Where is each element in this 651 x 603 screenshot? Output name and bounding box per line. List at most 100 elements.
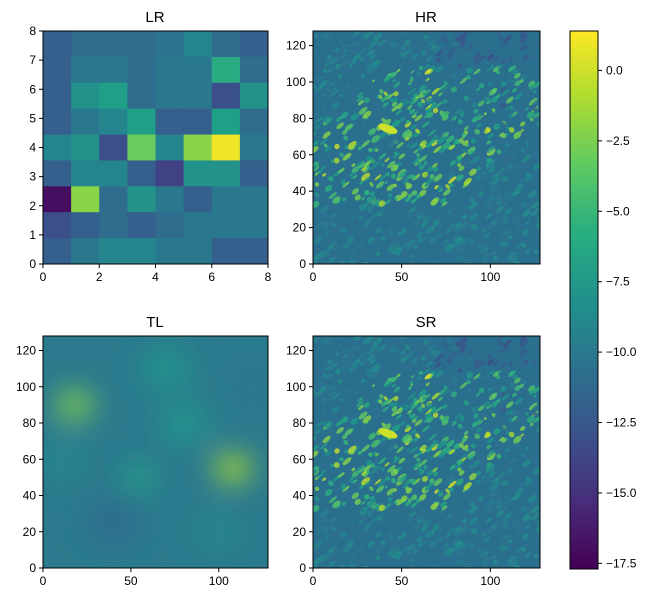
sr-texture-mark — [376, 485, 385, 493]
hr-texture-mark — [458, 63, 463, 68]
sr-texture-mark — [369, 451, 377, 458]
hr-texture-mark — [390, 164, 399, 172]
sr-texture-mark — [452, 545, 460, 552]
sr-texture-mark — [530, 506, 539, 514]
hr-texture-mark — [355, 160, 365, 168]
hr-texture-mark — [392, 31, 401, 36]
hr-texture-mark — [501, 214, 508, 221]
hr-y-tick-label: 120 — [286, 39, 306, 53]
sr-x-tick-label: 100 — [480, 574, 500, 588]
sr-texture-mark — [358, 506, 369, 515]
sr-texture-mark — [380, 339, 385, 343]
sr-texture-mark — [398, 457, 406, 464]
hr-texture-mark — [501, 89, 510, 96]
lr-cell — [127, 160, 157, 187]
sr-texture-mark — [368, 432, 377, 440]
hr-texture-mark — [313, 120, 318, 127]
sr-texture-mark — [508, 382, 515, 389]
hr-texture-mark — [313, 165, 318, 171]
sr-texture-mark — [433, 350, 442, 358]
hr-texture-mark — [525, 107, 529, 111]
hr-texture-mark — [468, 150, 474, 156]
hr-texture-mark — [521, 230, 529, 237]
sr-texture-mark — [427, 556, 432, 561]
hr-texture-mark — [476, 166, 482, 172]
sr-texture-mark — [468, 349, 473, 354]
sr-texture-mark — [332, 406, 339, 413]
lr-x-ticks: 0 2 4 6 8 — [40, 264, 272, 284]
hr-texture-mark — [416, 153, 421, 158]
hr-texture-mark — [393, 91, 399, 97]
hr-texture-mark — [468, 200, 478, 210]
hr-texture-mark — [441, 110, 450, 119]
sr-texture-mark — [360, 550, 369, 558]
hr-texture-mark — [455, 255, 462, 261]
sr-texture-mark — [487, 354, 492, 359]
sr-y-tick-label: 40 — [293, 489, 307, 503]
lr-cell — [127, 212, 157, 239]
sr-texture-mark — [395, 498, 400, 503]
hr-texture-mark — [313, 52, 317, 58]
lr-title: LR — [145, 9, 164, 26]
hr-texture-mark — [483, 112, 487, 116]
sr-texture-mark — [387, 531, 393, 537]
hr-texture-mark — [420, 50, 426, 56]
hr-texture-mark — [482, 233, 488, 239]
lr-y-tick-label: 5 — [29, 111, 36, 125]
sr-texture-mark — [420, 459, 428, 466]
sr-texture-mark — [470, 528, 475, 533]
lr-y-tick-label: 0 — [29, 257, 36, 271]
sr-texture-mark — [451, 449, 456, 453]
sr-texture-mark — [314, 428, 321, 435]
hr-texture-mark — [363, 42, 369, 48]
hr-texture-mark — [505, 250, 515, 258]
hr-texture-mark — [497, 169, 506, 177]
sr-texture-mark — [499, 540, 508, 547]
hr-texture-mark — [479, 184, 484, 189]
hr-texture-mark — [456, 174, 464, 182]
hr-texture-mark — [508, 235, 513, 240]
lr-cell — [211, 108, 241, 136]
sr-texture-mark — [441, 395, 447, 400]
hr-texture-mark — [324, 116, 333, 124]
hr-texture-mark — [350, 113, 359, 121]
hr-texture-mark — [323, 214, 328, 219]
hr-texture-mark — [320, 205, 329, 214]
hr-texture-mark — [392, 43, 399, 49]
hr-texture — [313, 31, 540, 264]
sr-texture-mark — [432, 412, 439, 418]
hr-texture-mark — [457, 119, 463, 125]
hr-texture-mark — [392, 79, 396, 83]
sr-texture-mark — [494, 490, 501, 496]
sr-texture-mark — [378, 399, 383, 404]
hr-texture-mark — [422, 91, 427, 97]
sr-texture-mark — [422, 425, 430, 433]
sr-x-tick-label: 0 — [310, 574, 317, 588]
sr-texture-mark — [359, 356, 368, 364]
sr-texture-mark — [528, 402, 538, 411]
sr-texture-mark — [410, 446, 418, 454]
hr-texture-mark — [351, 40, 359, 47]
sr-texture-mark — [416, 498, 421, 503]
hr-texture-mark — [487, 194, 494, 200]
hr-texture-mark — [479, 48, 489, 56]
sr-texture-mark — [406, 544, 415, 552]
lr-cell — [43, 212, 72, 239]
sr-texture-mark — [431, 507, 438, 514]
sr-texture-mark — [383, 380, 392, 388]
sr-texture-mark — [423, 339, 429, 345]
hr-texture-mark — [376, 251, 381, 256]
hr-texture-mark — [403, 131, 413, 139]
sr-texture-mark — [494, 498, 503, 506]
hr-texture-mark — [500, 246, 508, 253]
sr-texture-mark — [367, 511, 373, 518]
sr-texture-mark — [339, 398, 344, 402]
sr-texture-mark — [324, 536, 329, 540]
sr-texture-mark — [535, 459, 540, 463]
sr-texture-mark — [323, 531, 329, 536]
sr-texture-mark — [478, 495, 484, 502]
hr-x-tick-label: 50 — [395, 270, 409, 284]
sr-texture-mark — [313, 469, 318, 476]
sr-texture-mark — [342, 546, 350, 554]
hr-texture-mark — [494, 108, 500, 115]
